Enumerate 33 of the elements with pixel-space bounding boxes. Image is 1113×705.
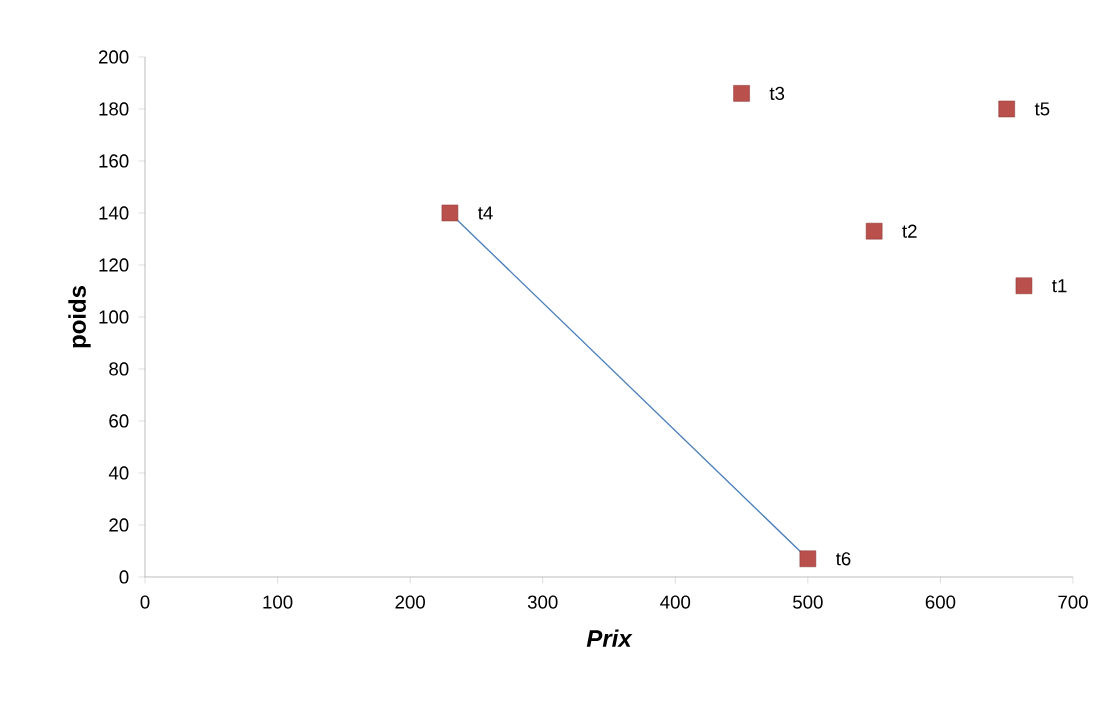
point (441, 204, 459, 222)
point (733, 85, 750, 102)
point (1015, 277, 1033, 295)
y-tick-label: 160 (99, 154, 129, 168)
y-tick-label: 60 (109, 414, 129, 428)
x-tick-label: 100 (263, 595, 293, 609)
x-tick-label: 500 (793, 595, 823, 609)
y-tick-label: 140 (99, 206, 129, 220)
x-tick-label: 300 (527, 595, 558, 609)
x-tick-label: 200 (395, 595, 425, 609)
y-tick-label: 20 (109, 518, 129, 532)
y-tick-label: 80 (109, 362, 129, 376)
x-tick-label: 600 (925, 595, 956, 609)
point (998, 100, 1015, 118)
x-tick-label: 0 (140, 595, 150, 609)
x-tick-label: 700 (1058, 595, 1088, 609)
annotation: t4 (478, 206, 493, 220)
x-tick-label: 400 (660, 595, 691, 609)
y-tick-label: 100 (99, 310, 129, 324)
annotation: t5 (1034, 102, 1050, 116)
x-axis-title: Prix (586, 629, 633, 647)
y-tick-label: 200 (98, 50, 129, 64)
annotation: t1 (1052, 279, 1067, 293)
annotation: t6 (835, 552, 851, 566)
annotation: t3 (769, 86, 785, 100)
y-axis-title: poids (68, 285, 91, 348)
y-tick-label: 0 (119, 570, 129, 584)
y-tick-label: 120 (99, 258, 129, 272)
point (865, 222, 883, 240)
y-tick-label: 40 (108, 466, 129, 480)
point (799, 550, 817, 568)
annotation: t2 (902, 224, 917, 238)
y-tick-label: 180 (99, 102, 129, 116)
